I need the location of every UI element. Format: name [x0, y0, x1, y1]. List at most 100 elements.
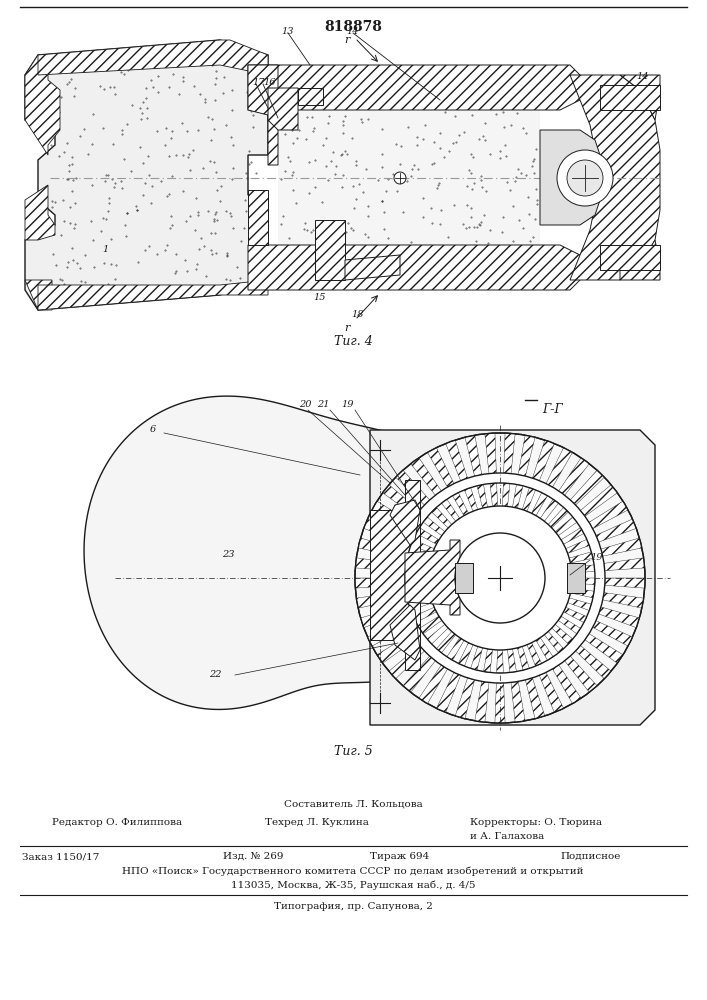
Text: 14: 14	[346, 27, 359, 36]
Polygon shape	[571, 565, 595, 573]
Polygon shape	[452, 493, 469, 516]
Polygon shape	[471, 646, 483, 670]
Polygon shape	[508, 649, 517, 672]
Text: 16: 16	[263, 78, 276, 87]
Text: r: r	[344, 323, 350, 333]
Text: Τиг. 5: Τиг. 5	[334, 745, 373, 758]
Circle shape	[394, 172, 406, 184]
Polygon shape	[84, 396, 515, 709]
Text: Техред Л. Куклина: Техред Л. Куклина	[265, 818, 369, 827]
Text: 20: 20	[299, 400, 311, 409]
Polygon shape	[377, 634, 415, 663]
Text: 1: 1	[102, 245, 108, 254]
Text: 17: 17	[252, 78, 264, 87]
Polygon shape	[436, 672, 461, 712]
Polygon shape	[345, 255, 400, 280]
Polygon shape	[356, 558, 396, 571]
Text: 19: 19	[590, 553, 602, 562]
Text: 15: 15	[314, 293, 326, 302]
Polygon shape	[25, 185, 55, 240]
Polygon shape	[370, 430, 655, 725]
Polygon shape	[370, 480, 420, 670]
Text: НПО «Поиск» Государственного комитета СССР по делам изобретений и открытий: НПО «Поиск» Государственного комитета СС…	[122, 866, 584, 876]
Polygon shape	[540, 130, 600, 225]
Polygon shape	[536, 638, 553, 660]
Polygon shape	[358, 538, 399, 556]
Text: Заказ 1150/17: Заказ 1150/17	[22, 852, 100, 861]
Polygon shape	[559, 616, 580, 634]
Polygon shape	[441, 499, 460, 521]
Text: 13: 13	[282, 27, 294, 36]
Polygon shape	[503, 483, 510, 506]
Polygon shape	[248, 245, 580, 290]
Polygon shape	[372, 501, 411, 529]
Polygon shape	[405, 565, 428, 573]
Polygon shape	[445, 440, 467, 481]
Polygon shape	[563, 607, 587, 623]
Polygon shape	[25, 280, 52, 310]
Polygon shape	[571, 470, 604, 505]
Polygon shape	[465, 435, 481, 476]
Polygon shape	[436, 632, 456, 653]
Polygon shape	[413, 607, 436, 623]
Polygon shape	[592, 621, 633, 646]
Polygon shape	[455, 678, 474, 719]
Text: Корректоры: О. Тюрина: Корректоры: О. Тюрина	[470, 818, 602, 827]
Polygon shape	[599, 607, 639, 628]
Polygon shape	[38, 40, 268, 75]
Text: 18: 18	[352, 310, 364, 319]
Bar	[567, 563, 585, 593]
Text: Τиг. 4: Τиг. 4	[334, 335, 373, 348]
Text: 19: 19	[341, 400, 354, 409]
Text: 818878: 818878	[324, 20, 382, 34]
Polygon shape	[407, 552, 431, 563]
Polygon shape	[416, 528, 439, 544]
Polygon shape	[620, 75, 660, 120]
Polygon shape	[569, 552, 593, 563]
Circle shape	[395, 473, 605, 683]
Text: 113035, Москва, Ж-35, Раушская наб., д. 4/5: 113035, Москва, Ж-35, Раушская наб., д. …	[230, 880, 475, 890]
Polygon shape	[548, 507, 568, 528]
Polygon shape	[544, 632, 563, 653]
Text: Составитель Л. Кольцова: Составитель Л. Кольцова	[284, 800, 422, 809]
Polygon shape	[525, 678, 545, 719]
Polygon shape	[575, 645, 611, 679]
Polygon shape	[361, 607, 402, 628]
Polygon shape	[565, 656, 597, 692]
Polygon shape	[315, 220, 345, 280]
Polygon shape	[298, 88, 323, 105]
Polygon shape	[511, 681, 525, 722]
Polygon shape	[458, 643, 473, 666]
Polygon shape	[248, 65, 278, 165]
Polygon shape	[428, 448, 454, 487]
Polygon shape	[604, 578, 645, 588]
Polygon shape	[561, 528, 584, 544]
Text: Г-Г: Г-Г	[542, 403, 563, 416]
Bar	[455, 563, 473, 593]
Polygon shape	[580, 485, 617, 516]
Text: 22: 22	[209, 670, 221, 679]
Polygon shape	[419, 616, 442, 634]
Circle shape	[455, 533, 545, 623]
Circle shape	[567, 160, 603, 196]
Polygon shape	[620, 240, 660, 280]
Polygon shape	[601, 538, 642, 556]
Circle shape	[428, 506, 572, 650]
Text: Изд. № 269: Изд. № 269	[223, 852, 284, 861]
Polygon shape	[589, 501, 628, 529]
Polygon shape	[532, 493, 547, 516]
Polygon shape	[518, 646, 530, 670]
Polygon shape	[559, 458, 589, 495]
Polygon shape	[464, 488, 478, 511]
Polygon shape	[551, 624, 573, 644]
Polygon shape	[596, 519, 636, 542]
Polygon shape	[485, 433, 496, 474]
Polygon shape	[484, 649, 493, 672]
Text: 21: 21	[317, 400, 329, 409]
Polygon shape	[390, 605, 420, 660]
Polygon shape	[423, 517, 445, 536]
Polygon shape	[447, 638, 464, 660]
Polygon shape	[25, 55, 60, 155]
Polygon shape	[477, 484, 488, 508]
Polygon shape	[495, 683, 505, 723]
